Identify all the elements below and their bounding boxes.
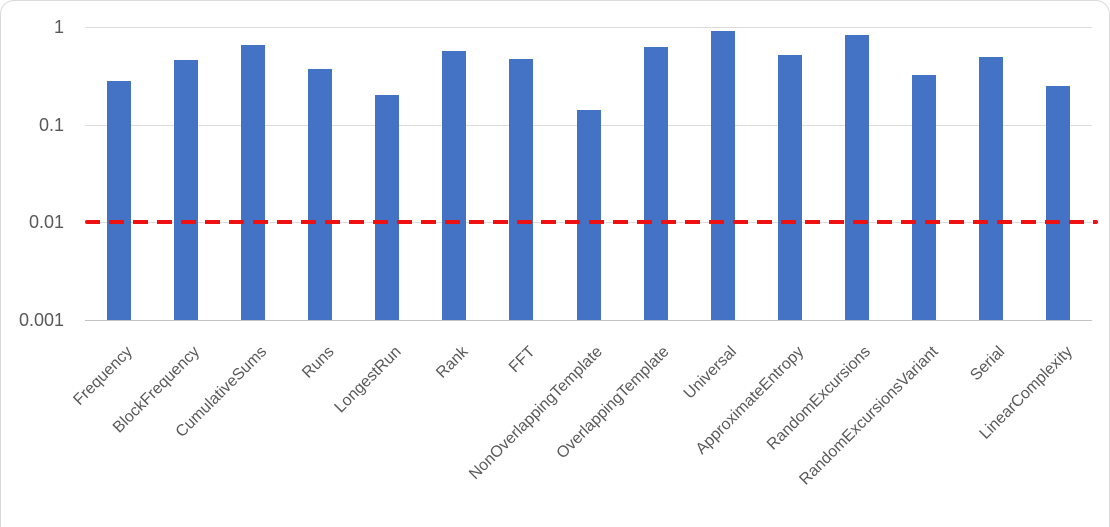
bar-serial <box>979 57 1004 320</box>
bar-frequency <box>106 81 131 320</box>
bar-universal <box>710 31 735 320</box>
bar-overlappingtemplate <box>643 46 668 320</box>
category-label-longestrun: LongestRun <box>331 343 405 417</box>
significance-threshold-line <box>85 220 1098 225</box>
bar-blockfrequency <box>173 59 198 320</box>
bar-nonoverlappingtemplate <box>576 110 601 320</box>
bar-longestrun <box>375 95 400 320</box>
ytick-label-0.01: 0.01 <box>28 212 64 233</box>
category-label-runs: Runs <box>298 343 338 382</box>
bar-approximateentropy <box>777 54 802 320</box>
bar-randomexcursionsvariant <box>912 75 937 320</box>
ytick-label-0.001: 0.001 <box>18 310 64 330</box>
bar-rank <box>442 50 467 320</box>
category-label-fft: FFT <box>505 343 539 377</box>
bar-linearcomplexity <box>1046 85 1071 320</box>
category-label-universal: Universal <box>680 343 741 403</box>
category-label-frequency: Frequency <box>70 343 136 409</box>
bar-fft <box>509 59 534 320</box>
bar-randomexcursions <box>845 35 869 320</box>
ytick-label-1: 1 <box>53 17 64 37</box>
category-label-nonoverlappingtemplate: NonOverlappingTemplate <box>466 343 606 483</box>
gridline-1 <box>85 27 1092 28</box>
category-label-randomexcursionsvariant: RandomExcursionsVariant <box>796 343 942 489</box>
bar-runs <box>308 69 332 320</box>
gridline-0.001 <box>85 320 1092 321</box>
ytick-label-0.1: 0.1 <box>38 114 64 135</box>
category-label-serial: Serial <box>967 343 1009 385</box>
bar-cumulativesums <box>240 45 265 320</box>
category-label-overlappingtemplate: OverlappingTemplate <box>553 343 673 463</box>
category-label-rank: Rank <box>433 343 472 382</box>
